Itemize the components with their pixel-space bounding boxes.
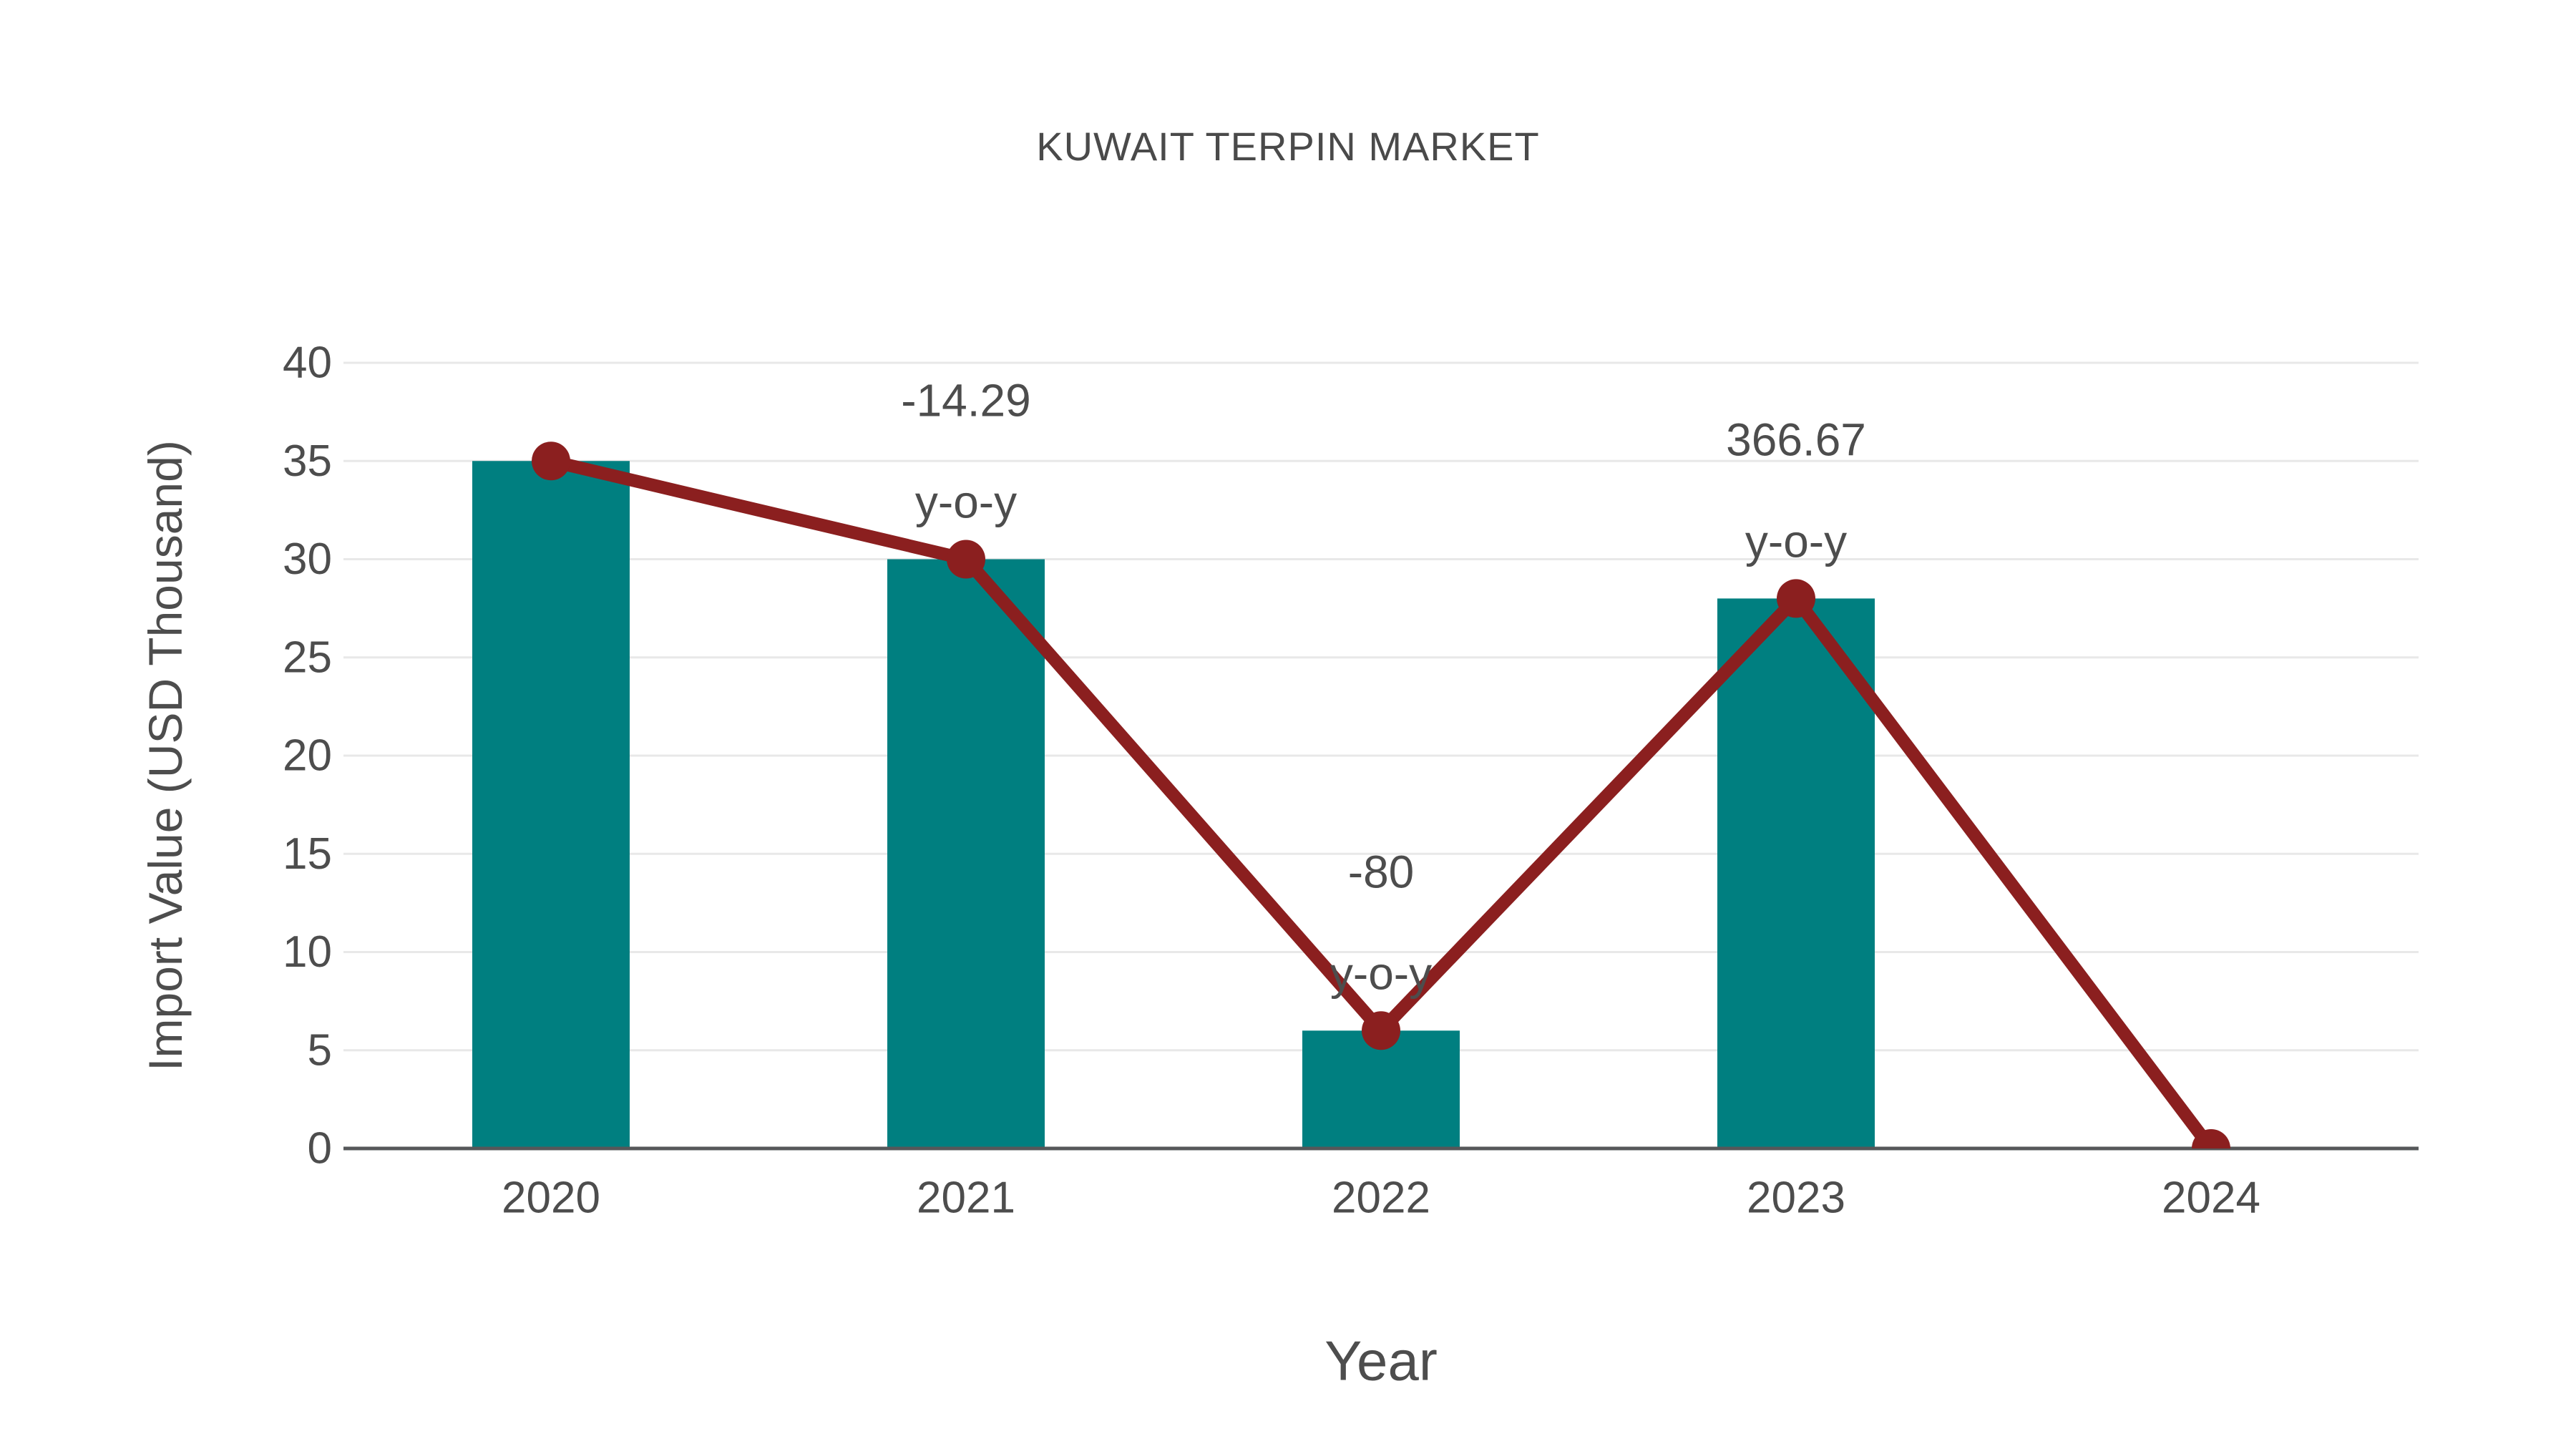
x-tick-label-2021: 2021 <box>917 1174 1015 1223</box>
marker-2020 <box>532 441 570 481</box>
y-tick-label-35: 35 <box>283 436 332 486</box>
annotation-2021-value: -14.29 <box>901 375 1030 426</box>
x-axis-title: Year <box>1324 1329 1438 1392</box>
x-tick-label-2024: 2024 <box>2162 1174 2260 1223</box>
marker-2023 <box>1777 579 1815 618</box>
chart-title: KUWAIT TERPIN MARKET <box>1036 124 1540 169</box>
y-tick-label-0: 0 <box>308 1124 332 1174</box>
annotation-2022-label: y-o-y <box>1330 947 1432 999</box>
y-tick-label-10: 10 <box>283 927 332 977</box>
y-tick-label-5: 5 <box>308 1025 332 1075</box>
bar-2022 <box>1302 1030 1460 1148</box>
y-tick-label-40: 40 <box>283 338 332 388</box>
y-tick-label-15: 15 <box>283 829 332 879</box>
line-series <box>532 441 2230 1148</box>
y-tick-label-30: 30 <box>283 535 332 584</box>
x-tick-label-2022: 2022 <box>1332 1174 1430 1223</box>
marker-2021 <box>947 540 985 579</box>
bar-2020 <box>472 461 630 1148</box>
y-tick-label-20: 20 <box>283 731 332 781</box>
marker-2024 <box>2192 1129 2230 1148</box>
marker-2022 <box>1362 1011 1400 1050</box>
y-tick-label-25: 25 <box>283 633 332 682</box>
annotation-2023-value: 366.67 <box>1726 414 1866 465</box>
bar-2021 <box>887 559 1045 1148</box>
annotation-2022-value: -80 <box>1348 846 1415 897</box>
bar-2023 <box>1717 598 1875 1148</box>
annotation-2021-label: y-o-y <box>915 477 1017 528</box>
annotation-2023-label: y-o-y <box>1745 515 1847 567</box>
x-tick-label-2020: 2020 <box>502 1174 600 1223</box>
x-tick-label-2023: 2023 <box>1747 1174 1845 1223</box>
